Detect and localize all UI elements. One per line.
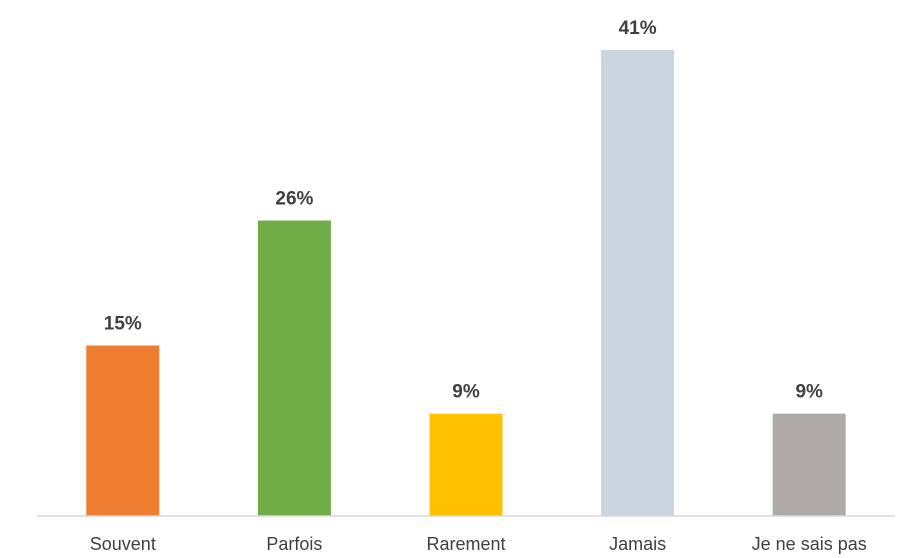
data-label-souvent: 15% (104, 314, 142, 335)
bar-souvent (86, 345, 160, 516)
bar-je-ne-sais-pas (772, 413, 846, 516)
tick-label-parfois: Parfois (266, 534, 322, 554)
bar-rarement (429, 413, 503, 516)
tick-label-je-ne-sais-pas: Je ne sais pas (752, 534, 867, 554)
data-labels-layer: 15% 26% 9% 41% 9% (104, 18, 823, 403)
data-label-rarement: 9% (452, 382, 480, 403)
tick-label-rarement: Rarement (426, 534, 505, 554)
x-axis-tick-labels: Souvent Parfois Rarement Jamais Je ne sais p… (90, 534, 867, 554)
bar-parfois (257, 220, 331, 516)
data-label-jamais: 41% (619, 18, 657, 39)
bar-jamais (601, 50, 675, 516)
tick-label-jamais: Jamais (609, 534, 666, 554)
bars-layer (86, 50, 846, 516)
data-label-parfois: 26% (275, 189, 313, 210)
data-label-je-ne-sais-pas: 9% (795, 382, 823, 403)
tick-label-souvent: Souvent (90, 534, 156, 554)
